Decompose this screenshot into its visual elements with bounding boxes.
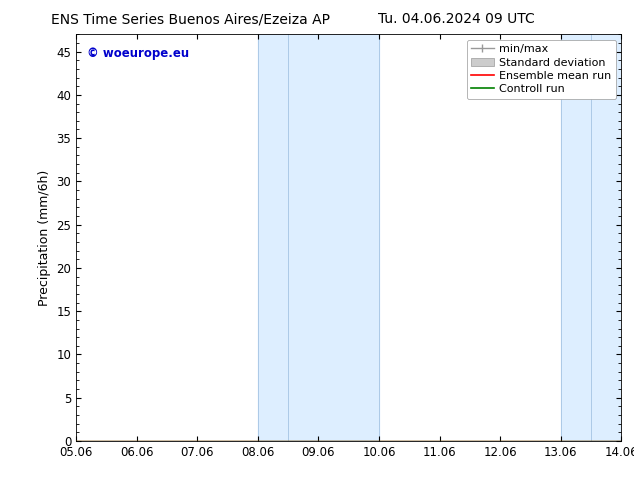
Y-axis label: Precipitation (mm/6h): Precipitation (mm/6h) [38,170,51,306]
Bar [560,34,621,441]
Text: ENS Time Series Buenos Aires/Ezeiza AP: ENS Time Series Buenos Aires/Ezeiza AP [51,12,330,26]
Text: © woeurope.eu: © woeurope.eu [87,47,189,59]
Text: Tu. 04.06.2024 09 UTC: Tu. 04.06.2024 09 UTC [378,12,535,26]
Legend: min/max, Standard deviation, Ensemble mean run, Controll run: min/max, Standard deviation, Ensemble me… [467,40,616,99]
Bar [258,34,379,441]
